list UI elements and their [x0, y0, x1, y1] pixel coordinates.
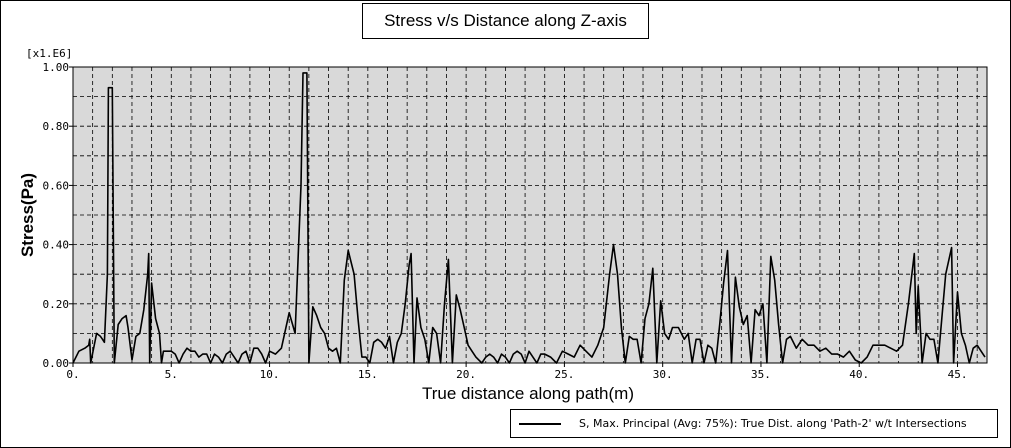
- y-tick-label: 1.00: [43, 61, 70, 74]
- legend-entry: S, Max. Principal (Avg: 75%): True Dist.…: [579, 417, 967, 430]
- legend-swatch: [519, 422, 561, 425]
- x-tick-label: 35.: [751, 368, 771, 381]
- series-line: [72, 72, 986, 364]
- x-tick-label: 0.: [66, 368, 79, 381]
- x-tick-label: 30.: [653, 368, 673, 381]
- x-axis-title: True distance along path(m): [422, 384, 634, 403]
- series-group: [72, 72, 986, 364]
- x-tick-label: 15.: [358, 368, 378, 381]
- y-tick-label: 0.60: [43, 179, 70, 192]
- legend: S, Max. Principal (Avg: 75%): True Dist.…: [510, 409, 998, 438]
- y-tick-label: 0.80: [43, 120, 70, 133]
- x-tick-label: 25.: [554, 368, 574, 381]
- x-tick-label: 20.: [456, 368, 476, 381]
- y-tick-label: 0.40: [43, 239, 70, 252]
- x-tick-label: 10.: [260, 368, 280, 381]
- chart-title: Stress v/s Distance along Z-axis: [362, 3, 649, 39]
- y-tick-label: 0.00: [43, 357, 70, 370]
- y-tick-label: 0.20: [43, 298, 70, 311]
- y-axis-title: Stress(Pa): [18, 173, 37, 257]
- grid: [73, 67, 987, 363]
- y-scale-label: [x1.E6]: [26, 47, 72, 60]
- x-tick-label: 5.: [165, 368, 178, 381]
- axis-ticks: 0. 5. 10. 15. 20. 25. 30. 35. 40. 45. 0.00 0.20 0.40…: [43, 61, 968, 381]
- x-tick-label: 40.: [849, 368, 869, 381]
- x-tick-label: 45.: [948, 368, 968, 381]
